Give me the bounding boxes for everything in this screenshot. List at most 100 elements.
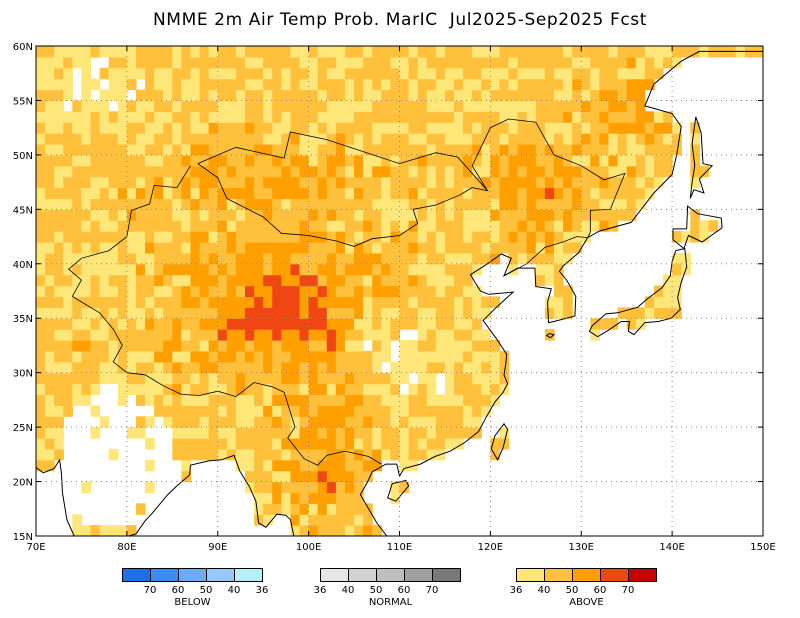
probability-cell xyxy=(590,154,601,167)
probability-cell xyxy=(181,383,192,396)
probability-cell xyxy=(254,176,264,189)
probability-cell xyxy=(553,100,564,112)
probability-cell xyxy=(63,144,73,156)
country-border xyxy=(72,296,128,374)
probability-cell xyxy=(435,165,446,178)
probability-cell xyxy=(163,67,173,80)
probability-cell xyxy=(354,187,364,200)
probability-cell xyxy=(454,187,464,200)
probability-cell xyxy=(608,144,619,156)
probability-cell xyxy=(235,46,246,58)
probability-cell xyxy=(472,100,482,112)
probability-cell xyxy=(526,67,537,80)
probability-cell xyxy=(444,438,455,450)
probability-cell xyxy=(263,285,273,298)
probability-cell xyxy=(381,416,392,428)
probability-cell xyxy=(399,165,410,178)
probability-cell xyxy=(117,133,128,145)
probability-cell xyxy=(172,122,182,134)
probability-cell xyxy=(208,111,219,123)
probability-cell xyxy=(344,89,355,102)
probability-cell xyxy=(135,372,146,385)
probability-cell xyxy=(363,198,373,210)
probability-cell xyxy=(226,198,237,210)
probability-cell xyxy=(481,394,491,406)
coastline xyxy=(387,479,410,502)
probability-cell xyxy=(226,220,237,232)
probability-cell xyxy=(208,448,219,461)
probability-cell xyxy=(490,165,501,178)
probability-cell xyxy=(108,372,119,385)
probability-cell xyxy=(190,242,201,254)
probability-cell xyxy=(454,318,464,330)
probability-cell xyxy=(108,329,119,341)
probability-cell xyxy=(226,427,237,439)
probability-cell xyxy=(663,122,673,134)
probability-cell xyxy=(690,46,700,58)
probability-cell xyxy=(81,165,92,178)
probability-cell xyxy=(172,242,182,254)
probability-cell xyxy=(299,492,310,504)
probability-cell xyxy=(517,111,528,123)
probability-cell xyxy=(199,361,210,374)
probability-cell xyxy=(572,176,582,189)
probability-cell xyxy=(208,307,219,319)
probability-cell xyxy=(354,470,364,483)
probability-cell xyxy=(63,274,73,287)
probability-cell xyxy=(335,252,346,265)
probability-cell xyxy=(344,187,355,200)
probability-cell xyxy=(408,242,419,254)
probability-cell xyxy=(463,67,473,80)
probability-cell xyxy=(326,459,337,472)
probability-cell xyxy=(344,220,355,232)
probability-cell xyxy=(108,318,119,330)
probability-cell xyxy=(572,46,582,58)
probability-cell xyxy=(217,176,228,189)
probability-cell xyxy=(663,307,673,319)
probability-cell xyxy=(372,427,382,439)
probability-cell xyxy=(63,122,73,134)
probability-cell xyxy=(290,514,301,526)
probability-cell xyxy=(235,459,246,472)
probability-cell xyxy=(381,307,392,319)
probability-cell xyxy=(172,350,182,363)
probability-cell xyxy=(308,176,319,189)
probability-cell xyxy=(263,448,273,461)
probability-cell xyxy=(54,176,64,189)
probability-cell xyxy=(163,56,173,69)
probability-cell xyxy=(308,296,319,308)
probability-cell xyxy=(163,307,173,319)
probability-cell xyxy=(499,56,510,69)
probability-cell xyxy=(299,56,310,69)
probability-cell xyxy=(154,122,164,134)
probability-cell xyxy=(454,307,464,319)
probability-cell xyxy=(544,144,555,156)
probability-cell xyxy=(290,525,301,536)
probability-cell xyxy=(463,209,473,221)
legend-normal: 36 40 50 60 70 NORMAL xyxy=(314,568,461,608)
probability-cell xyxy=(90,318,101,330)
probability-cell xyxy=(90,242,101,254)
legend-label: 70 xyxy=(143,585,157,596)
probability-cell xyxy=(426,187,437,200)
probability-cell xyxy=(126,56,137,69)
probability-cell xyxy=(390,252,401,265)
probability-cell xyxy=(335,242,346,254)
probability-cell xyxy=(435,176,446,189)
probability-cell xyxy=(190,209,201,221)
legend-normal-boxes xyxy=(320,568,461,582)
probability-cell xyxy=(235,154,246,167)
probability-cell xyxy=(426,263,437,276)
probability-cell xyxy=(653,56,664,69)
probability-cell xyxy=(663,154,673,167)
probability-cell xyxy=(45,448,55,461)
probability-cell xyxy=(344,525,355,536)
probability-cell xyxy=(644,78,655,91)
probability-cell xyxy=(290,329,301,341)
probability-cell xyxy=(481,89,491,102)
probability-cell xyxy=(199,427,210,439)
probability-cell xyxy=(317,416,328,428)
probability-cell xyxy=(317,481,328,494)
probability-cell xyxy=(235,187,246,200)
probability-cell xyxy=(299,67,310,80)
